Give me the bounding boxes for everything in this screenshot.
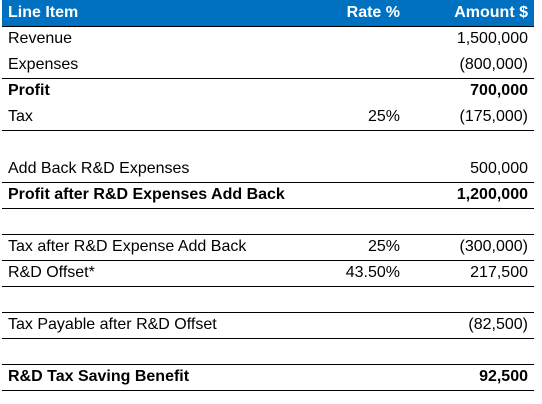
header-rate: Rate % — [304, 0, 406, 27]
row-amount: 1,500,000 — [456, 30, 528, 48]
row-label: Revenue — [8, 30, 73, 48]
row-label — [2, 130, 304, 156]
row-rate — [304, 156, 406, 183]
header-row: Line Item Rate % Amount $ — [2, 0, 534, 27]
row-rate — [304, 338, 406, 365]
rd-tax-table: Line Item Rate % Amount $ Revenue 1,500,… — [2, 0, 534, 391]
row-label: R&D Offset* — [2, 260, 304, 287]
row-rate: 43.50% — [304, 260, 406, 287]
table-row: Profit after R&D Expenses Add Back 1,200… — [2, 182, 534, 209]
row-rate: 25% — [304, 104, 406, 131]
row-label: Add Back R&D Expenses — [2, 156, 304, 183]
row-amount — [406, 130, 534, 156]
table-row: Profit 700,000 — [2, 78, 534, 104]
row-label: Profit after R&D Expenses Add Back — [2, 182, 304, 209]
row-label: Tax — [2, 104, 304, 131]
blank-row — [2, 286, 534, 313]
row-rate — [304, 364, 406, 391]
row-amount: 500,000 — [406, 156, 534, 183]
row-amount: (800,000) — [406, 52, 534, 79]
row-label — [2, 286, 304, 313]
row-amount — [406, 208, 534, 235]
row-label: Tax after R&D Expense Add Back — [2, 234, 304, 261]
row-amount: (300,000) — [406, 234, 534, 261]
row-amount: (175,000) — [406, 104, 534, 131]
row-label — [2, 338, 304, 365]
blank-row — [2, 130, 534, 156]
table-row: Tax after R&D Expense Add Back 25% (300,… — [2, 234, 534, 261]
row-amount: (82,500) — [406, 312, 534, 339]
row-rate: 25% — [304, 234, 406, 261]
row-rate — [304, 26, 406, 52]
table-row: R&D Tax Saving Benefit 92,500 — [2, 364, 534, 391]
table-row: Revenue 1,500,000 — [2, 26, 534, 52]
header-amount: Amount $ — [406, 0, 534, 27]
row-rate — [304, 312, 406, 339]
table-row: Add Back R&D Expenses 500,000 — [2, 156, 534, 183]
table-row: Tax Payable after R&D Offset (82,500) — [2, 312, 534, 339]
row-amount: 1,200,000 — [406, 182, 534, 209]
header-line-item: Line Item — [2, 0, 304, 27]
row-amount: 700,000 — [470, 82, 528, 100]
row-label: Profit — [8, 82, 50, 100]
row-label: Tax Payable after R&D Offset — [2, 312, 304, 339]
row-amount — [406, 338, 534, 365]
row-rate — [304, 52, 406, 79]
blank-row — [2, 338, 534, 365]
row-amount: 217,500 — [406, 260, 534, 287]
row-amount — [406, 286, 534, 313]
row-label — [2, 208, 304, 235]
row-amount: 92,500 — [406, 364, 534, 391]
row-rate — [304, 286, 406, 313]
table-row: Tax 25% (175,000) — [2, 104, 534, 131]
row-rate — [304, 78, 406, 104]
table-row: Expenses (800,000) — [2, 52, 534, 79]
row-rate — [304, 130, 406, 156]
row-label: R&D Tax Saving Benefit — [2, 364, 304, 391]
row-rate — [304, 208, 406, 235]
row-rate — [304, 182, 406, 209]
row-label: Expenses — [2, 52, 304, 79]
table-row: R&D Offset* 43.50% 217,500 — [2, 260, 534, 287]
blank-row — [2, 208, 534, 235]
